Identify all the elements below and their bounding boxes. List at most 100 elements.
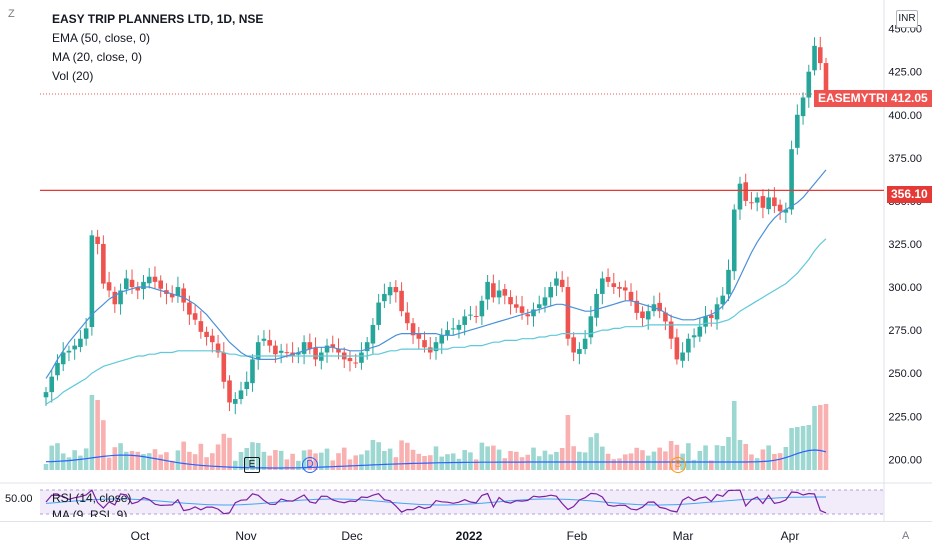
candle-body <box>353 362 359 364</box>
candle-body <box>95 236 100 244</box>
ma-line <box>45 169 827 379</box>
candle-body <box>508 297 513 305</box>
y-tick-label: 300.00 <box>888 282 922 294</box>
candle-body <box>215 343 221 353</box>
candle-body <box>691 335 697 338</box>
candle-body <box>812 45 817 71</box>
candle-body <box>445 330 450 336</box>
volume-bar <box>95 400 100 470</box>
volume-bar <box>663 451 668 470</box>
volume-bar <box>146 453 152 470</box>
split-event-label: S <box>674 459 682 470</box>
rsi-legend[interactable]: RSI (14, close) <box>52 491 132 505</box>
candle-body <box>720 295 726 305</box>
candle-body <box>777 204 783 212</box>
candle-body <box>462 316 467 325</box>
candle-body <box>187 302 192 315</box>
candle-body <box>668 321 674 339</box>
candle-body <box>433 342 439 352</box>
volume-bar <box>703 445 708 470</box>
split-event-icon[interactable]: S <box>670 457 686 473</box>
volume-bar <box>382 451 387 470</box>
volume-bar <box>691 459 697 470</box>
candle-body <box>726 269 731 295</box>
ema-legend[interactable]: EMA (50, close, 0) <box>52 31 151 45</box>
y-tick-label: 400.00 <box>888 110 922 122</box>
candle-body <box>78 338 83 347</box>
x-tick-label: Dec <box>341 529 363 543</box>
volume-bar <box>290 453 295 470</box>
candle-body <box>686 338 691 353</box>
volume-bar <box>158 454 164 470</box>
vol-legend[interactable]: Vol (20) <box>52 69 94 83</box>
candle-body <box>376 302 381 325</box>
candle-body <box>708 314 714 319</box>
reset-zoom-button[interactable]: Z <box>8 8 15 20</box>
volume-bar <box>754 458 760 470</box>
volume-bar <box>513 451 519 470</box>
volume-bar <box>502 458 508 470</box>
volume-bar <box>731 401 737 470</box>
volume-bar <box>519 457 525 470</box>
volume-bar <box>359 454 364 470</box>
candle-body <box>135 287 141 291</box>
volume-bar <box>789 428 794 470</box>
volume-bar <box>187 451 192 470</box>
rsi-ma-legend[interactable]: MA (9, RSI, 9) <box>52 509 128 517</box>
candle-body <box>204 331 209 338</box>
candle-body <box>491 283 496 298</box>
candle-body <box>422 340 427 348</box>
volume-bar <box>554 452 559 470</box>
volume-bar <box>565 415 571 470</box>
ma-legend[interactable]: MA (20, close, 0) <box>52 50 143 64</box>
time-axis[interactable]: Oct Nov Dec 2022 Feb Mar Apr A <box>0 521 932 551</box>
y-tick-label: 275.00 <box>888 325 922 337</box>
y-tick-label: 375.00 <box>888 153 922 165</box>
volume-bar <box>450 453 456 470</box>
volume-bar <box>78 455 83 470</box>
candle-body <box>754 197 760 203</box>
candle-body <box>238 390 244 400</box>
volume-bar <box>416 453 422 470</box>
candle-body <box>112 291 118 305</box>
candle-body <box>760 196 766 208</box>
candle-body <box>823 63 829 94</box>
candle-body <box>267 340 272 346</box>
volume-bar <box>89 395 95 470</box>
dividend-event-icon[interactable]: D <box>302 457 318 473</box>
candle-body <box>582 338 588 350</box>
candle-body <box>697 326 703 337</box>
candle-body <box>359 352 364 363</box>
price-chart[interactable]: 450.00425.00400.00375.00350.00325.00300.… <box>0 0 932 521</box>
candle-body <box>737 183 743 210</box>
earnings-event-icon[interactable]: E <box>244 457 260 473</box>
candle-body <box>370 324 376 344</box>
ema-line <box>45 238 827 405</box>
volume-bar <box>112 447 118 470</box>
volume-bar <box>55 443 60 470</box>
volume-bar <box>817 405 823 470</box>
candle-body <box>273 345 278 355</box>
candle-body <box>364 342 370 352</box>
candle-body <box>703 316 708 327</box>
candle-body <box>141 281 146 290</box>
candle-body <box>60 352 66 365</box>
candle-body <box>817 47 823 64</box>
volume-bar <box>531 447 536 470</box>
volume-bar <box>198 443 204 470</box>
volume-bar <box>456 458 462 470</box>
candle-body <box>663 312 668 322</box>
volume-bar <box>376 442 381 470</box>
symbol-title[interactable]: EASY TRIP PLANNERS LTD, 1D, NSE <box>52 12 264 26</box>
candle-body <box>227 380 232 403</box>
volume-bar <box>468 452 473 470</box>
candle-body <box>783 209 789 213</box>
volume-bar <box>571 446 576 470</box>
volume-bar <box>238 452 244 470</box>
volume-bar <box>588 437 594 470</box>
candle-body <box>221 352 227 382</box>
candle-body <box>324 345 330 353</box>
currency-badge[interactable]: INR <box>896 10 918 28</box>
auto-scale-button[interactable]: A <box>902 530 910 542</box>
volume-bar <box>101 420 106 470</box>
